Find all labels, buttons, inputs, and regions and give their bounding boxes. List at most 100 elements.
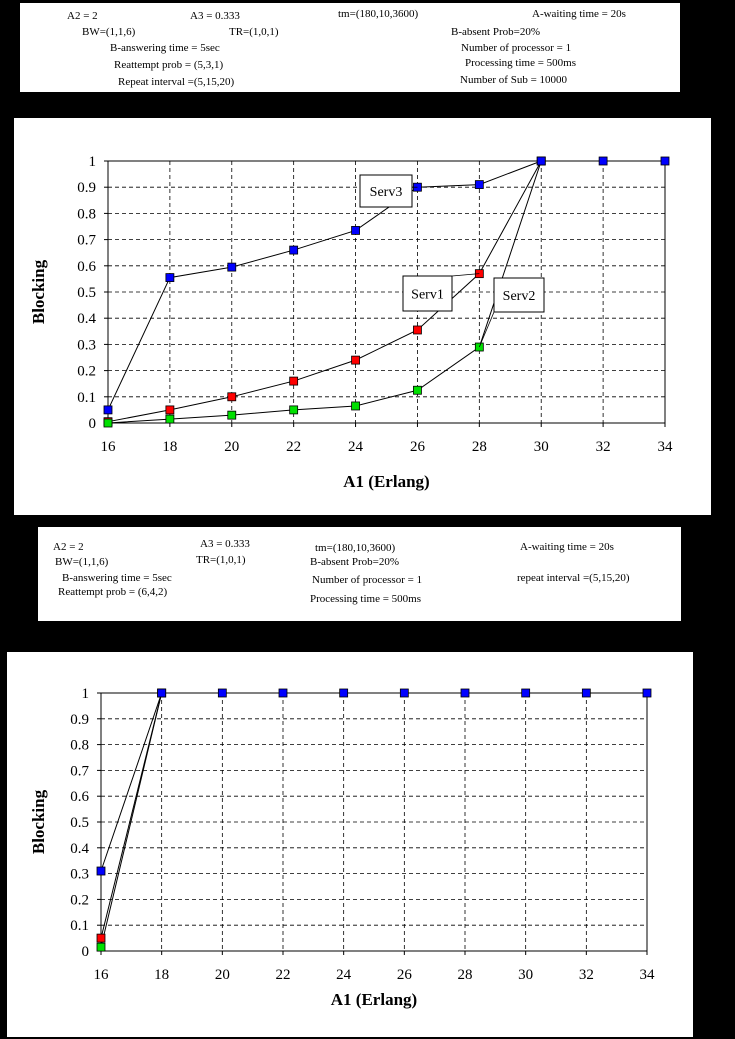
param-tm: tm=(180,10,3600) — [315, 542, 396, 554]
param-bw: BW=(1,1,6) — [82, 26, 136, 38]
y-tick-label: 0.3 — [70, 867, 89, 883]
param-a3: A3 = 0.333 — [200, 538, 250, 550]
x-tick-label: 18 — [162, 439, 177, 455]
param-processors: Number of processor = 1 — [461, 42, 572, 54]
x-tick-label: 16 — [101, 439, 117, 455]
y-tick-label: 0.8 — [77, 206, 96, 222]
x-tick-label: 30 — [518, 967, 533, 983]
y-tick-label: 0.2 — [70, 892, 89, 908]
y-tick-label: 0 — [89, 416, 97, 432]
data-point-serv2 — [351, 401, 360, 411]
data-point-serv1 — [96, 933, 106, 943]
y-tick-label: 0.2 — [77, 364, 96, 380]
data-point-serv3 — [227, 262, 237, 272]
data-point-serv3 — [157, 688, 167, 698]
parameters-panel-bottom: A2 = 2 A3 = 0.333 tm=(180,10,3600) A-wai… — [38, 527, 681, 621]
data-point-serv1 — [165, 405, 175, 415]
data-point-serv1 — [413, 325, 422, 335]
param-bw: BW=(1,1,6) — [55, 556, 109, 568]
annotation-label-serv2: Serv2 — [503, 289, 536, 304]
annotation-box — [402, 275, 453, 312]
data-point-serv3 — [278, 688, 288, 698]
data-point-serv2 — [103, 418, 113, 428]
param-processing: Processing time = 500ms — [465, 57, 577, 69]
series-line-serv2 — [100, 692, 163, 948]
data-point-serv3 — [289, 245, 299, 255]
y-tick-label: 0.9 — [77, 180, 96, 196]
x-axis-label: A1 (Erlang) — [331, 990, 417, 1009]
data-point-serv3 — [399, 688, 409, 698]
x-tick-label: 34 — [658, 439, 674, 455]
data-point-serv3 — [339, 688, 349, 698]
y-tick-label: 0.1 — [70, 918, 89, 934]
x-tick-label: 16 — [94, 967, 110, 983]
x-tick-label: 28 — [458, 967, 473, 983]
param-tm: tm=(180,10,3600) — [338, 8, 419, 20]
x-tick-label: 32 — [579, 967, 594, 983]
data-point-serv1 — [227, 392, 237, 402]
param-subs: Number of Sub = 10000 — [460, 74, 568, 86]
data-point-serv3 — [217, 688, 227, 698]
param-b-answering: B-answering time = 5sec — [62, 572, 172, 584]
series-line-serv1 — [107, 160, 542, 423]
param-a-waiting: A-waiting time = 20s — [532, 8, 626, 20]
data-point-serv2 — [474, 342, 484, 352]
series-line-serv3 — [100, 692, 647, 872]
y-axis-label: Blocking — [29, 789, 48, 854]
param-b-absent: B-absent Prob=20% — [451, 26, 540, 38]
data-point-serv3 — [474, 180, 484, 189]
annotation-box — [493, 277, 545, 313]
x-tick-label: 20 — [224, 439, 239, 455]
data-point-serv2 — [96, 942, 106, 952]
blocking-chart-2: 16 18 20 22 24 26 28 30 32 34 0 0.1 0.2 0.3 0.4 0.5 0.6 0… — [29, 686, 655, 1009]
data-point-serv3 — [598, 156, 608, 166]
param-repeat: repeat interval =(5,15,20) — [517, 572, 630, 584]
y-tick-label: 0 — [82, 944, 90, 960]
param-b-absent: B-absent Prob=20% — [310, 556, 399, 568]
x-tick-label: 30 — [534, 439, 549, 455]
y-tick-label: 0.6 — [77, 259, 96, 275]
data-point-serv2 — [165, 414, 175, 424]
data-point-serv3 — [536, 156, 546, 166]
param-tr: TR=(1,0,1) — [229, 26, 279, 38]
annotation-label-serv1: Serv1 — [411, 288, 444, 303]
data-point-serv3 — [521, 688, 531, 698]
data-point-serv1 — [289, 376, 299, 386]
param-a2: A2 = 2 — [53, 541, 84, 553]
annotation-label-serv3: Serv3 — [370, 185, 403, 200]
x-tick-label: 26 — [410, 439, 426, 455]
data-point-serv3 — [103, 405, 113, 415]
x-tick-label: 20 — [215, 967, 230, 983]
y-tick-label: 0.5 — [70, 815, 89, 831]
y-tick-label: 0.6 — [70, 789, 89, 805]
param-reattempt: Reattempt prob = (5,3,1) — [114, 59, 224, 71]
param-reattempt: Reattempt prob = (6,4,2) — [58, 586, 168, 598]
x-axis-label: A1 (Erlang) — [343, 472, 429, 491]
param-a2: A2 = 2 — [67, 10, 98, 22]
data-point-serv3 — [96, 866, 106, 876]
y-tick-label: 0.1 — [77, 390, 96, 406]
data-point-serv3 — [351, 226, 360, 235]
y-tick-label: 0.3 — [77, 337, 96, 353]
param-processors: Number of processor = 1 — [312, 574, 423, 586]
param-a-waiting: A-waiting time = 20s — [520, 541, 614, 553]
blocking-chart-1: 16 18 20 22 24 26 28 30 32 34 0 0.1 0.2 0.3 0.4 0.5 0.6 0… — [29, 154, 674, 491]
chart-panel-2: 16 18 20 22 24 26 28 30 32 34 0 0.1 0.2 0.3 0.4 0.5 0.6 0… — [7, 652, 693, 1037]
param-repeat: Repeat interval =(5,15,20) — [118, 76, 235, 88]
data-point-serv2 — [413, 385, 422, 395]
x-tick-label: 18 — [154, 967, 169, 983]
data-point-serv3 — [460, 688, 470, 698]
data-point-serv2 — [227, 410, 237, 420]
y-tick-label: 0.7 — [77, 233, 96, 249]
data-point-serv3 — [581, 688, 591, 698]
x-tick-label: 22 — [276, 967, 291, 983]
x-tick-label: 32 — [596, 439, 611, 455]
x-tick-label: 26 — [397, 967, 413, 983]
y-tick-label: 0.5 — [77, 285, 96, 301]
x-tick-label: 28 — [472, 439, 487, 455]
series-line-serv3 — [107, 160, 665, 411]
y-tick-label: 0.4 — [77, 311, 96, 327]
x-tick-label: 22 — [286, 439, 301, 455]
chart-panel-1: 16 18 20 22 24 26 28 30 32 34 0 0.1 0.2 0.3 0.4 0.5 0.6 0… — [14, 118, 711, 515]
